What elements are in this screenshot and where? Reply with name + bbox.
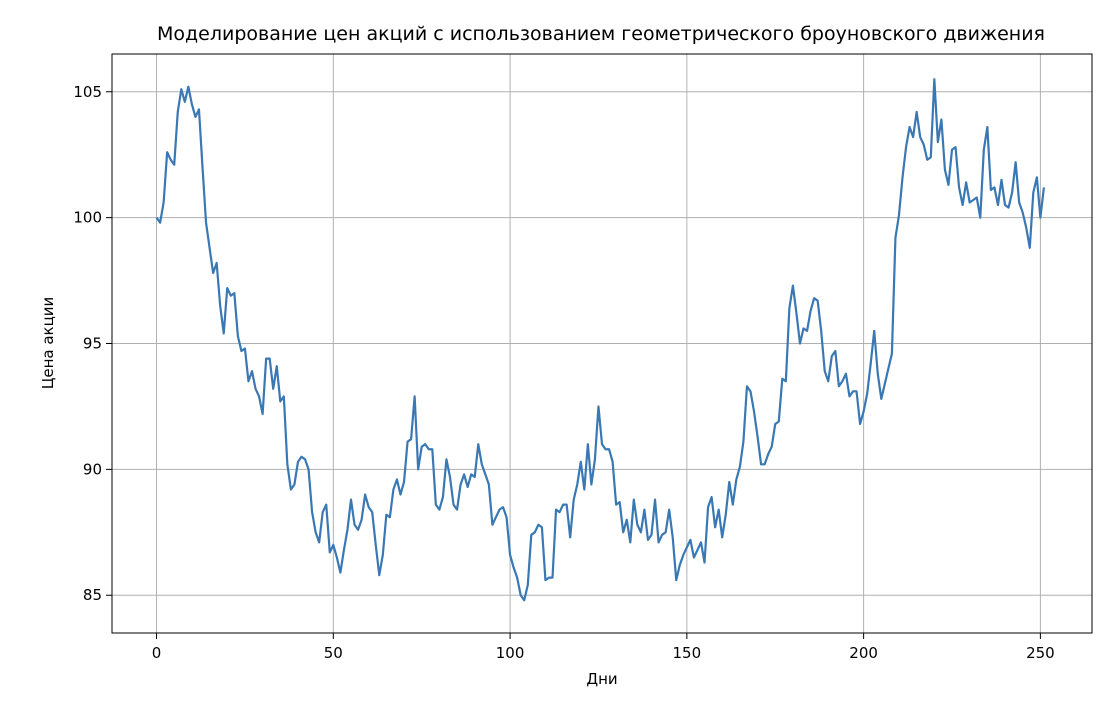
x-tick-label: 50 [324,644,343,662]
x-axis-label: Дни [586,670,617,688]
chart-title: Моделирование цен акций с использованием… [157,23,1045,45]
y-axis-label: Цена акции [39,297,57,390]
y-tick-label: 90 [83,460,102,478]
series-layer [155,78,1046,602]
y-axis-ticks: 85 90 95 100 105 [73,83,112,604]
y-tick-label: 100 [73,209,102,227]
y-tick-label: 105 [73,83,102,101]
x-tick-label: 0 [152,644,162,662]
grid [112,54,1092,633]
x-tick-label: 250 [1026,644,1055,662]
series-line [155,78,1046,602]
y-tick-label: 85 [83,586,102,604]
x-axis-ticks: 0 50 100 150 200 250 [152,633,1055,662]
x-tick-label: 150 [673,644,702,662]
x-tick-label: 100 [496,644,525,662]
x-tick-label: 200 [849,644,878,662]
y-tick-label: 95 [83,335,102,353]
